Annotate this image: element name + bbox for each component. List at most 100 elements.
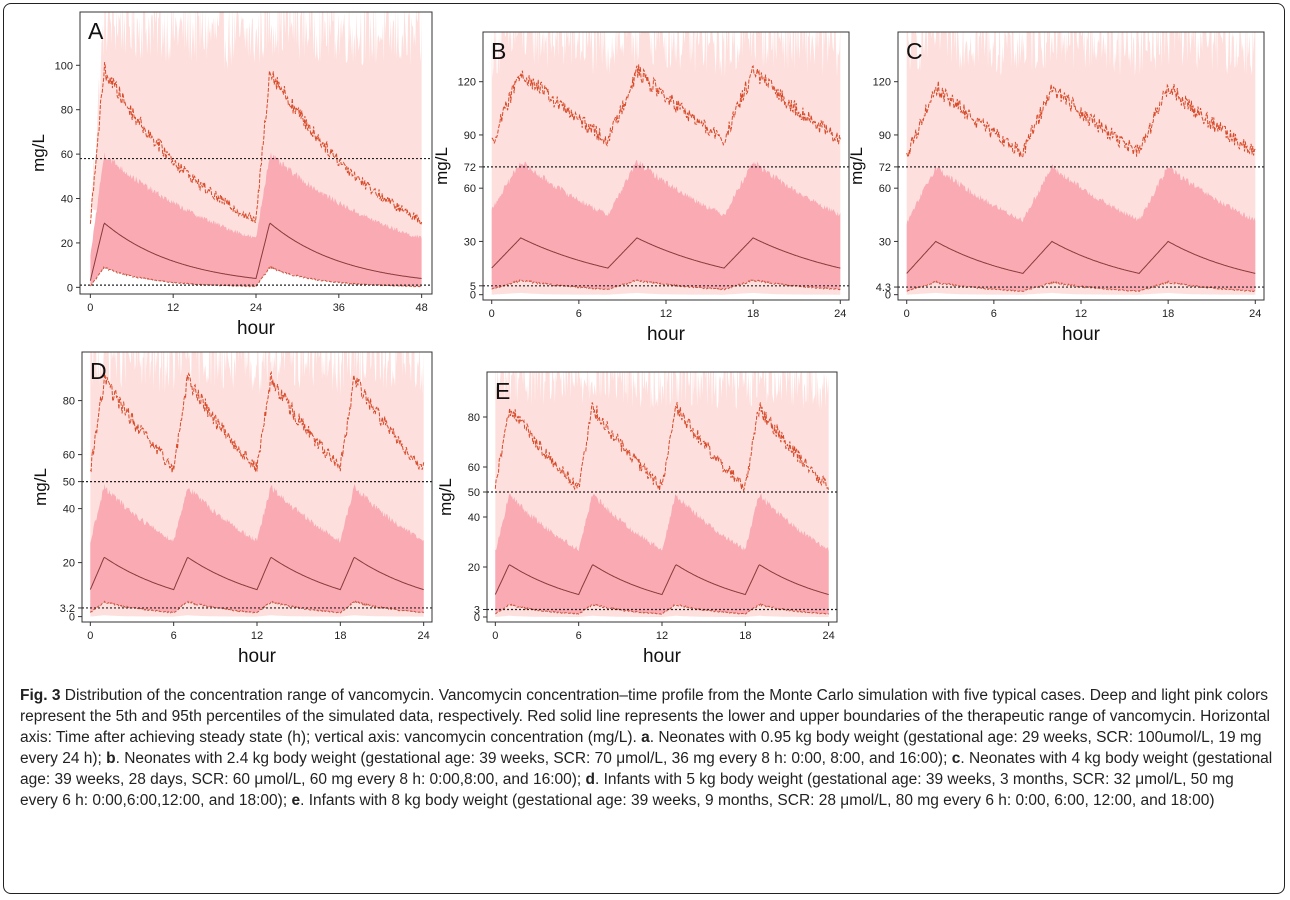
x-tick-label: 18 (739, 630, 751, 642)
y-tick-label: 0 (885, 290, 891, 302)
series-median-line (89, 222, 422, 281)
y-tick-label: 50 (468, 487, 480, 499)
x-tick-label: 36 (333, 302, 345, 314)
caption-b-text: . Neonates with 2.4 kg body weight (gest… (115, 750, 952, 767)
x-tick-label: 0 (87, 302, 93, 314)
x-tick-label: 12 (251, 630, 263, 642)
y-tick-label: 50 (63, 477, 75, 489)
x-tick-label: 12 (656, 630, 668, 642)
x-tick-label: 0 (87, 630, 93, 642)
caption-c-text: . Neonates with 4 kg body weight (gestat… (20, 750, 1273, 788)
x-tick-label: 24 (250, 302, 262, 314)
y-tick-label: 120 (873, 77, 891, 89)
x-tick-label: 6 (576, 630, 582, 642)
y-tick-label: 0 (69, 612, 75, 624)
x-tick-label: 48 (416, 302, 428, 314)
series-lower-line (90, 265, 422, 288)
panel-label: E (495, 378, 510, 404)
series-lower-line (491, 279, 841, 291)
series-median-line (89, 556, 424, 591)
y-tick-label: 90 (464, 130, 476, 142)
x-tick-label: 24 (1249, 308, 1261, 320)
y-tick-label: 80 (468, 412, 480, 424)
y-tick-label: 40 (468, 512, 480, 524)
y-tick-label: 60 (468, 462, 480, 474)
series-median-line (906, 240, 1256, 274)
panel-label: B (491, 38, 506, 64)
y-tick-label: 30 (879, 236, 891, 248)
series-lower-line (495, 603, 829, 615)
panel-label: A (88, 18, 104, 44)
caption-e-text: . Infants with 8 kg body weight (gestati… (300, 792, 1215, 809)
y-tick-label: 80 (61, 105, 73, 117)
caption-e-label: e (291, 792, 301, 809)
y-tick-label: 72 (879, 162, 891, 174)
y-tick-label: 0 (67, 282, 73, 294)
x-axis-label: hour (647, 324, 686, 345)
series-lower-line (89, 600, 425, 614)
deep-band-5th (90, 152, 422, 287)
figure-frame (3, 3, 1285, 894)
series-upper-line (89, 370, 425, 473)
y-tick-label: 120 (458, 77, 476, 89)
x-axis-label: hour (643, 646, 682, 667)
y-axis-label: mg/L (31, 468, 50, 506)
series-median-line (494, 564, 829, 596)
panel-label: D (90, 358, 107, 384)
caption-fig-label: Fig. 3 (20, 687, 61, 704)
x-axis-label: hour (1062, 324, 1101, 345)
y-tick-label: 3 (474, 605, 480, 617)
y-tick-label: 40 (63, 504, 75, 516)
deep-band-5th (90, 483, 424, 613)
y-tick-label: 60 (879, 183, 891, 195)
caption-a-text: . Neonates with 0.95 kg body weight (ges… (20, 729, 1262, 767)
series-lower-line (906, 280, 1256, 293)
y-tick-label: 30 (464, 236, 476, 248)
y-tick-label: 5 (470, 281, 476, 293)
y-axis-label: mg/L (432, 147, 451, 185)
y-tick-label: 90 (879, 130, 891, 142)
y-tick-label: 3.2 (60, 603, 75, 615)
y-tick-label: 72 (464, 162, 476, 174)
series-upper-line (89, 62, 423, 227)
x-tick-label: 6 (576, 308, 582, 320)
y-axis-label: mg/L (436, 478, 455, 516)
caption-a-label: a (641, 729, 650, 746)
series-upper-line (494, 402, 830, 493)
y-tick-label: 20 (468, 562, 480, 574)
x-tick-label: 6 (171, 630, 177, 642)
y-axis-label: mg/L (847, 147, 866, 185)
y-tick-label: 0 (470, 290, 476, 302)
y-tick-label: 60 (61, 149, 73, 161)
panel-label: C (906, 38, 923, 64)
y-tick-label: 60 (464, 183, 476, 195)
y-tick-label: 20 (63, 558, 75, 570)
y-tick-label: 0 (474, 612, 480, 624)
x-axis-label: hour (237, 318, 276, 339)
x-axis-label: hour (238, 646, 277, 667)
chart-panel-a: 0 20 40 60 80 100 0 12 24 36 48 hour mg/L A (29, 11, 433, 339)
caption-d-label: d (585, 771, 596, 788)
series-median-line (491, 237, 841, 269)
x-tick-label: 12 (660, 308, 672, 320)
x-tick-label: 18 (1162, 308, 1174, 320)
caption-c-label: c (951, 750, 961, 767)
x-tick-label: 6 (991, 308, 997, 320)
series-upper-line (491, 64, 841, 147)
x-tick-label: 18 (747, 308, 759, 320)
figure-caption: Fig. 3 Distribution of the concentration… (20, 685, 1275, 811)
y-tick-label: 100 (55, 60, 73, 72)
x-tick-label: 24 (823, 630, 835, 642)
x-tick-label: 0 (492, 630, 498, 642)
x-tick-label: 24 (834, 308, 846, 320)
series-upper-line (906, 81, 1256, 159)
caption-d-text: . Infants with 5 kg body weight (gestati… (20, 771, 1234, 809)
y-tick-label: 40 (61, 194, 73, 206)
y-axis-label: mg/L (29, 134, 48, 172)
deep-band-5th (491, 160, 841, 290)
x-tick-label: 12 (167, 302, 179, 314)
caption-main-text: Distribution of the concentration range … (20, 687, 1270, 746)
